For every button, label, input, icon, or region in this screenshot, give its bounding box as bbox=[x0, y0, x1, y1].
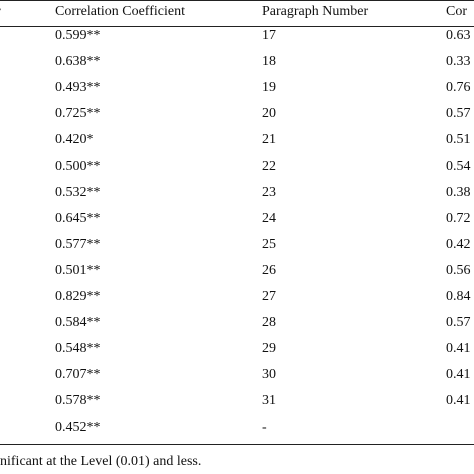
table-cell: 0.57 bbox=[446, 315, 471, 331]
table-cell: 26 bbox=[262, 262, 276, 278]
table-cell: 29 bbox=[262, 341, 276, 357]
table-cell: 19 bbox=[262, 80, 276, 96]
top-rule bbox=[0, 0, 474, 1]
footnote: nificant at the Level (0.01) and less. bbox=[0, 454, 202, 469]
table-cell: 30 bbox=[262, 367, 276, 383]
table-cell: 0.41 bbox=[446, 367, 471, 383]
header-rule bbox=[0, 26, 474, 27]
table-cell: 0.38 bbox=[446, 184, 471, 200]
table-cell: 0.72 bbox=[446, 210, 471, 226]
table-cell: 17 bbox=[262, 28, 276, 43]
header-cell: Cor bbox=[446, 4, 467, 19]
bottom-rule bbox=[0, 444, 474, 445]
table-cell: 0.42 bbox=[446, 236, 471, 252]
table-cell: 0.829** bbox=[55, 289, 101, 304]
table-cell: 24 bbox=[262, 210, 276, 226]
table-cell: 27 bbox=[262, 289, 276, 304]
table-cell: 0.599** bbox=[55, 28, 101, 43]
table-cell: 0.33 bbox=[446, 54, 471, 70]
header-cell: Paragraph Number bbox=[262, 4, 369, 19]
table-cell: 0.54 bbox=[446, 158, 471, 174]
table-cell: 0.452** bbox=[55, 419, 101, 435]
table-cell: 0.577** bbox=[55, 236, 101, 252]
table-cell: 0.707** bbox=[55, 367, 101, 383]
table-cell: 0.548** bbox=[55, 341, 101, 357]
table-cell: 0.578** bbox=[55, 393, 101, 409]
table-cell: 0.76 bbox=[446, 80, 471, 96]
table-cell: 31 bbox=[262, 393, 276, 409]
table-cell: 0.501** bbox=[55, 262, 101, 278]
table-cell: 20 bbox=[262, 106, 276, 122]
table-cell: 18 bbox=[262, 54, 276, 70]
table-cell: 0.500** bbox=[55, 158, 101, 174]
table-cell: 0.638** bbox=[55, 54, 101, 70]
table-cell: 0.645** bbox=[55, 210, 101, 226]
header-cell: Correlation Coefficient bbox=[55, 4, 185, 19]
table-cell: 0.51 bbox=[446, 132, 471, 148]
table-cell: 25 bbox=[262, 236, 276, 252]
table-cell: 0.56 bbox=[446, 262, 471, 278]
table-cell: 0.84 bbox=[446, 289, 471, 304]
table-cell: 23 bbox=[262, 184, 276, 200]
table-cell: 0.63 bbox=[446, 28, 471, 43]
table-cell: 0.420* bbox=[55, 132, 94, 148]
table-cell: 0.57 bbox=[446, 106, 471, 122]
table-cell: 0.493** bbox=[55, 80, 101, 96]
table-cell: - bbox=[262, 419, 267, 435]
table-cell: 28 bbox=[262, 315, 276, 331]
table-cell: 0.725** bbox=[55, 106, 101, 122]
table-cell: 22 bbox=[262, 158, 276, 174]
table-cell: 0.41 bbox=[446, 393, 471, 409]
table-cell: 21 bbox=[262, 132, 276, 148]
table-cell: 0.41 bbox=[446, 341, 471, 357]
header-cell: r bbox=[0, 4, 1, 20]
table-cell: 0.584** bbox=[55, 315, 101, 331]
table-cell: 0.532** bbox=[55, 184, 101, 200]
